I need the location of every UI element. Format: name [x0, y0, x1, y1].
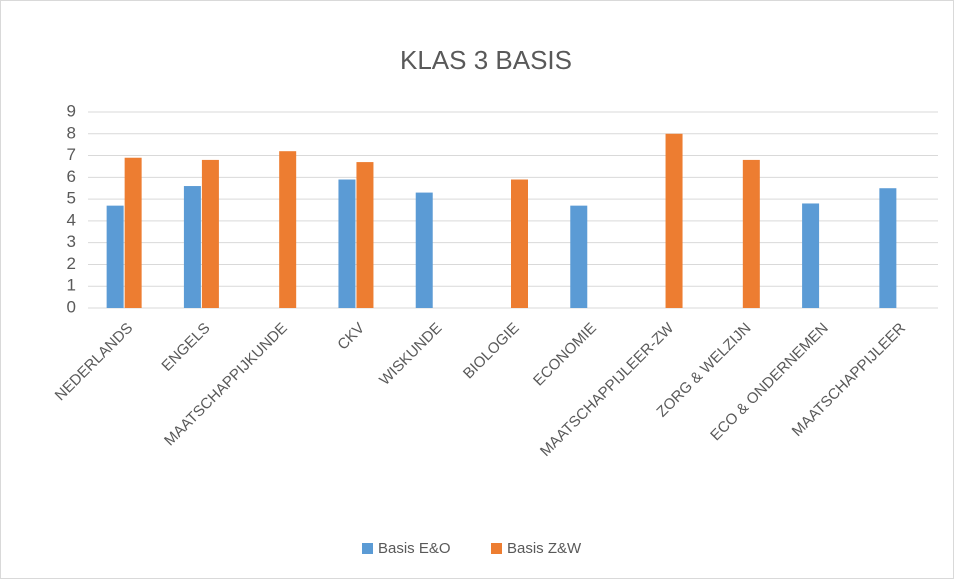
legend-label: Basis E&O: [378, 540, 451, 557]
bar: [802, 203, 820, 308]
bar: [415, 192, 433, 308]
bar: [356, 162, 374, 308]
y-tick-label: 0: [67, 297, 76, 316]
bar: [511, 179, 528, 308]
bar: [742, 159, 760, 308]
legend-swatch: [491, 543, 502, 554]
bar: [879, 188, 897, 308]
y-tick-label: 9: [67, 101, 76, 120]
legend-label: Basis Z&W: [507, 540, 582, 557]
bar: [106, 205, 124, 308]
y-tick-label: 8: [67, 123, 76, 142]
bar: [201, 159, 219, 308]
bar: [570, 205, 588, 308]
bar: [279, 151, 297, 308]
y-tick-label: 4: [67, 210, 76, 229]
y-tick-label: 2: [67, 254, 76, 273]
y-tick-label: 7: [67, 145, 76, 164]
bar: [124, 157, 142, 308]
y-tick-label: 3: [67, 232, 76, 251]
bar: [183, 186, 201, 308]
y-tick-label: 1: [67, 276, 76, 295]
chart-title: KLAS 3 BASIS: [400, 45, 572, 75]
legend-swatch: [362, 543, 373, 554]
bar: [338, 179, 356, 308]
y-tick-label: 5: [67, 189, 76, 208]
bar: [665, 133, 683, 308]
y-tick-label: 6: [67, 167, 76, 186]
